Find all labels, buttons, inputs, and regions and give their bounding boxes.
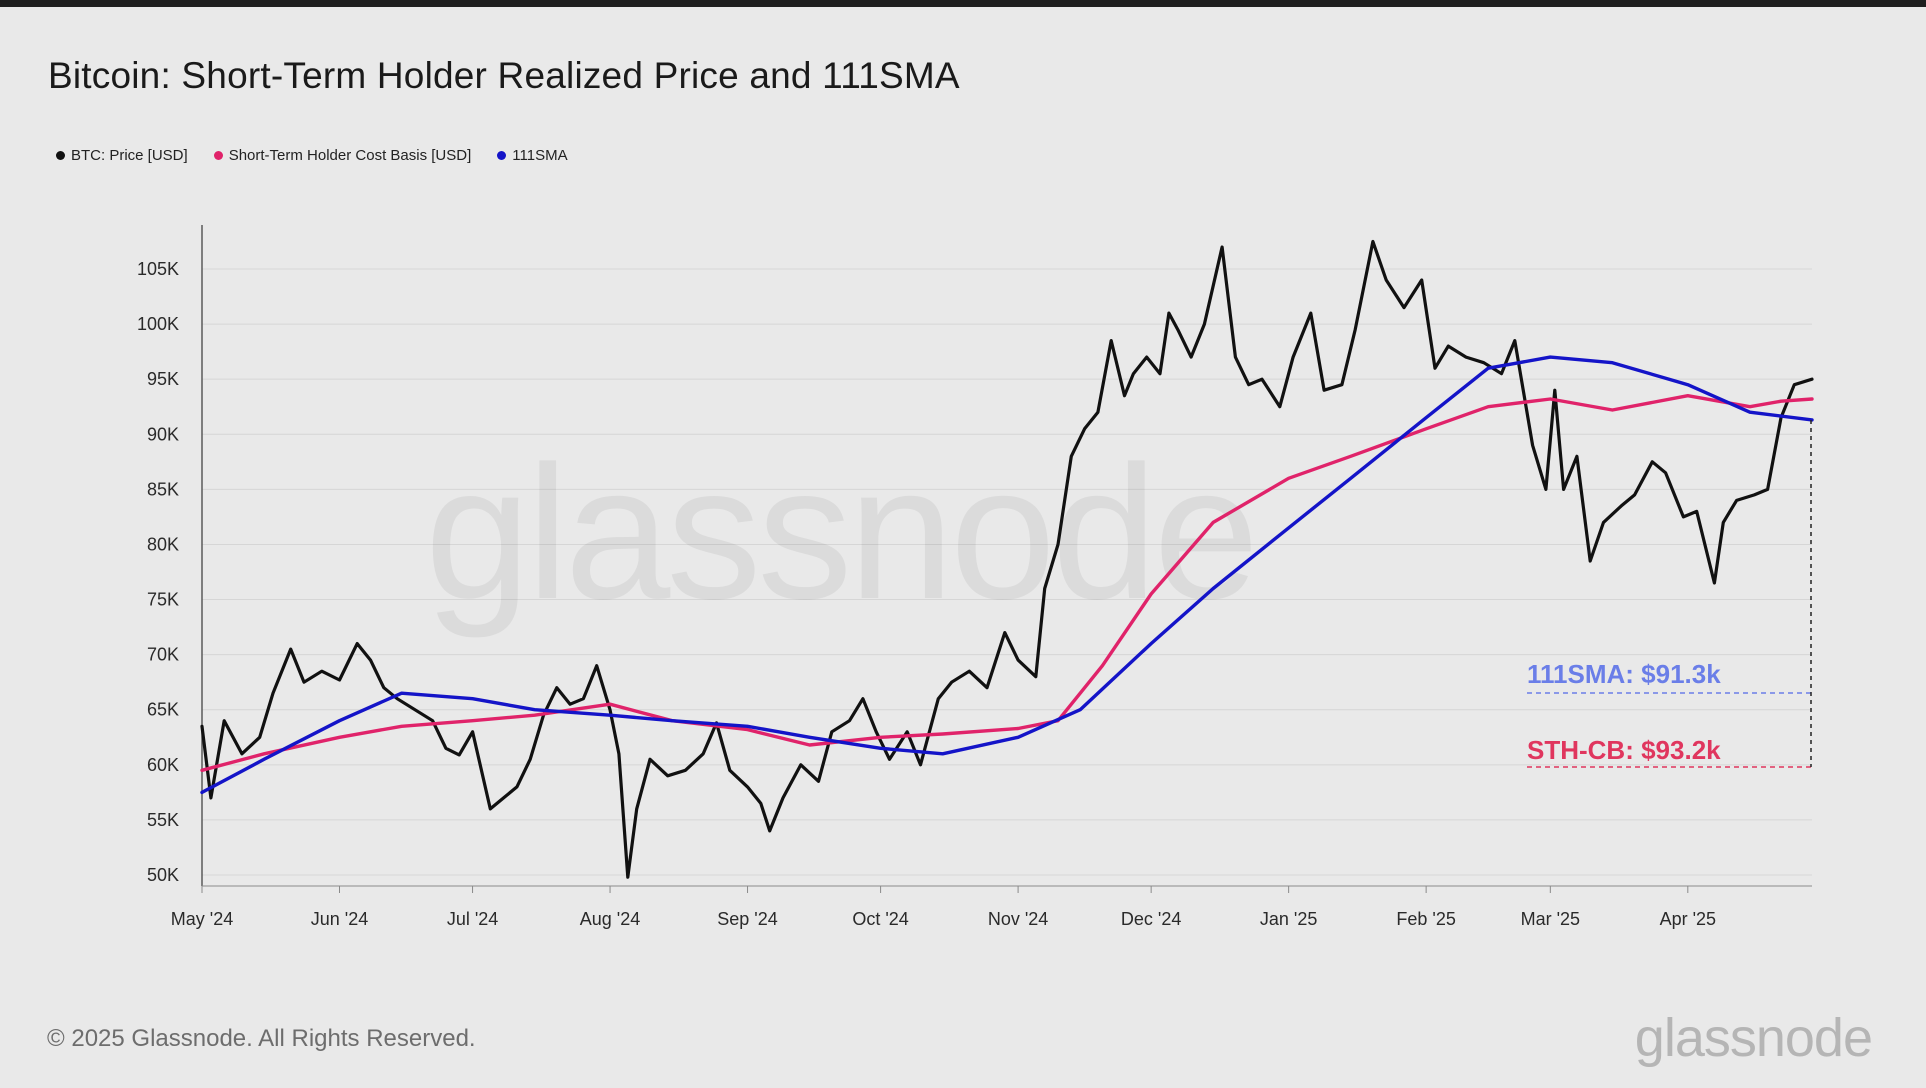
y-tick-label: 100K	[137, 314, 179, 334]
y-tick-label: 95K	[147, 369, 179, 389]
y-tick-label: 90K	[147, 424, 179, 444]
x-tick-label: Sep '24	[717, 909, 778, 929]
y-tick-label: 60K	[147, 755, 179, 775]
y-tick-label: 85K	[147, 479, 179, 499]
x-tick-label: Nov '24	[988, 909, 1048, 929]
legend-item-price[interactable]: BTC: Price [USD]	[56, 147, 188, 164]
y-tick-label: 80K	[147, 534, 179, 554]
x-tick-label: Apr '25	[1660, 909, 1716, 929]
legend-label: 111SMA	[512, 147, 568, 164]
x-tick-label: Aug '24	[580, 909, 641, 929]
copyright-footer: © 2025 Glassnode. All Rights Reserved.	[47, 1025, 476, 1052]
legend-item-111sma[interactable]: 111SMA	[497, 147, 568, 164]
sma-annotation-label: 111SMA: $91.3k	[1527, 659, 1721, 689]
y-tick-label: 105K	[137, 259, 179, 279]
sth-annotation-label: STH-CB: $93.2k	[1527, 735, 1721, 765]
chart-panel: Bitcoin: Short-Term Holder Realized Pric…	[0, 7, 1926, 1088]
x-tick-label: Jul '24	[447, 909, 498, 929]
legend-item-sth-cost-basis[interactable]: Short-Term Holder Cost Basis [USD]	[213, 147, 472, 164]
y-tick-label: 55K	[147, 810, 179, 830]
chart-title: Bitcoin: Short-Term Holder Realized Pric…	[48, 55, 960, 96]
series-line-btc-price	[200, 239, 1814, 879]
legend-dot-icon	[213, 151, 223, 160]
x-tick-label: Feb '25	[1396, 909, 1455, 929]
legend-dot-icon	[56, 151, 65, 160]
brand-logo: glassnode	[1634, 1008, 1873, 1068]
x-tick-label: Jun '24	[311, 909, 368, 929]
annotation-layer: 111SMA: $91.3k STH-CB: $93.2k	[1527, 419, 1812, 768]
x-tick-label: Oct '24	[852, 909, 908, 929]
series-line-111sma	[200, 355, 1814, 795]
y-tick-label: 70K	[147, 645, 179, 665]
y-tick-label: 50K	[147, 865, 179, 885]
watermark: glassnode	[425, 427, 1255, 639]
legend-label: Short-Term Holder Cost Basis [USD]	[228, 147, 472, 164]
legend: BTC: Price [USD] Short-Term Holder Cost …	[56, 147, 568, 164]
grid-layer	[202, 268, 1812, 876]
x-tick-label: Dec '24	[1121, 909, 1181, 929]
y-tick-label: 75K	[147, 590, 179, 610]
x-tick-label: Jan '25	[1260, 909, 1317, 929]
legend-label: BTC: Price [USD]	[71, 147, 188, 164]
legend-dot-icon	[497, 151, 507, 160]
x-tick-label: Mar '25	[1521, 909, 1580, 929]
y-tick-label: 65K	[147, 700, 179, 720]
axis-layer: 50K 55K 60K 65K 70K 75K 80K 85K 90K 95K 100K 105K Ma…	[137, 225, 1812, 929]
series-layer	[200, 239, 1814, 879]
x-tick-label: May '24	[171, 909, 233, 929]
